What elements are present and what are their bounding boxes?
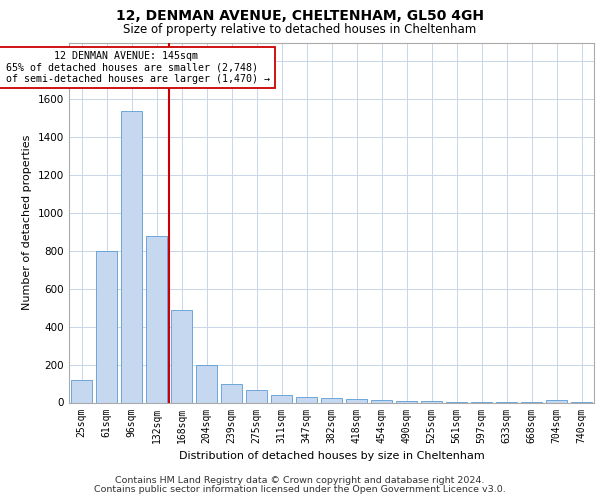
Text: 12, DENMAN AVENUE, CHELTENHAM, GL50 4GH: 12, DENMAN AVENUE, CHELTENHAM, GL50 4GH <box>116 9 484 23</box>
Bar <box>371 400 392 402</box>
Bar <box>546 400 567 402</box>
Bar <box>246 390 267 402</box>
X-axis label: Distribution of detached houses by size in Cheltenham: Distribution of detached houses by size … <box>179 451 484 461</box>
Bar <box>171 310 192 402</box>
Bar <box>321 398 342 402</box>
Y-axis label: Number of detached properties: Number of detached properties <box>22 135 32 310</box>
Text: Contains public sector information licensed under the Open Government Licence v3: Contains public sector information licen… <box>94 485 506 494</box>
Text: Size of property relative to detached houses in Cheltenham: Size of property relative to detached ho… <box>124 22 476 36</box>
Bar <box>346 398 367 402</box>
Bar <box>271 395 292 402</box>
Bar <box>146 236 167 402</box>
Text: Contains HM Land Registry data © Crown copyright and database right 2024.: Contains HM Land Registry data © Crown c… <box>115 476 485 485</box>
Bar <box>71 380 92 402</box>
Bar <box>296 397 317 402</box>
Bar <box>121 110 142 403</box>
Text: 12 DENMAN AVENUE: 145sqm
← 65% of detached houses are smaller (2,748)
35% of sem: 12 DENMAN AVENUE: 145sqm ← 65% of detach… <box>0 51 271 84</box>
Bar <box>196 364 217 403</box>
Bar <box>396 400 417 402</box>
Bar <box>221 384 242 402</box>
Bar <box>421 401 442 402</box>
Bar <box>96 251 117 402</box>
